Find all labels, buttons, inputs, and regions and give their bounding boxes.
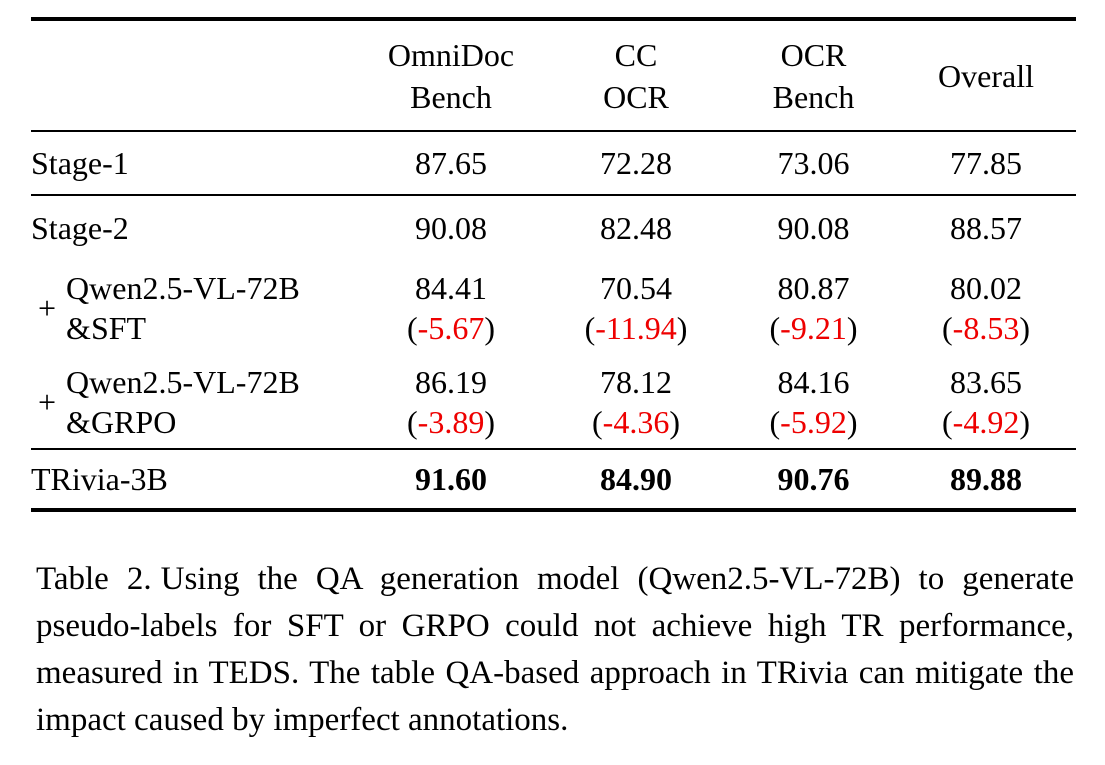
delta-value: -9.21: [780, 310, 847, 346]
column-header-line: Bench: [410, 78, 492, 115]
table-row-trivia: TRivia-3B 91.60 84.90 90.76 89.88: [31, 449, 1076, 510]
score-delta: (-8.53): [896, 308, 1076, 348]
column-header-ocrbench: OCR Bench: [731, 19, 896, 131]
paren-close: ): [1019, 310, 1030, 346]
score-cell-with-delta: 84.41 (-5.67): [361, 261, 541, 355]
score-delta: (-5.92): [731, 402, 896, 442]
row-label-line: &SFT: [66, 310, 147, 346]
score-cell: 82.48: [600, 210, 672, 246]
caption-label: Table 2.: [36, 561, 152, 597]
score-cell: 73.06: [777, 144, 850, 181]
delta-value: -11.94: [595, 310, 677, 346]
paren-close: ): [846, 310, 858, 346]
score-cell: 87.65: [415, 144, 487, 181]
score-cell-bold: 84.90: [600, 460, 672, 497]
score-delta: (-5.67): [361, 308, 541, 348]
paren-close: ): [484, 310, 495, 346]
score-value: 78.12: [600, 363, 672, 400]
delta-value: -4.92: [952, 403, 1020, 440]
column-header-line: CC: [614, 36, 658, 73]
score-cell: 88.57: [950, 210, 1022, 246]
score-cell-with-delta: 78.12 (-4.36): [541, 355, 731, 449]
column-header-line: Overall: [938, 57, 1034, 94]
score-cell-bold: 89.88: [950, 460, 1022, 497]
row-label-line: Qwen2.5-VL-72B: [66, 270, 300, 306]
results-table: OmniDoc Bench CC OCR OCR Bench Overall S…: [31, 17, 1076, 512]
delta-value: -5.67: [417, 310, 485, 346]
paren-close: ): [1019, 403, 1030, 440]
score-cell-bold: 90.76: [777, 460, 850, 497]
delta-value: -8.53: [952, 310, 1020, 346]
header-empty-cell: [31, 19, 361, 131]
score-delta: (-9.21): [731, 308, 896, 348]
column-header-overall: Overall: [896, 19, 1076, 131]
score-value: 84.16: [777, 363, 850, 400]
paren-open: (: [592, 403, 603, 440]
paren-open: (: [407, 310, 418, 346]
table-caption: Table 2. Using the QA generation model (Q…: [36, 556, 1074, 744]
table-row-stage2: Stage-2 90.08 82.48 90.08 88.57: [31, 195, 1076, 261]
column-header-line: Bench: [772, 78, 855, 115]
score-cell: 90.08: [777, 210, 850, 246]
score-value: 84.41: [415, 270, 487, 306]
score-cell-with-delta: 83.65 (-4.92): [896, 355, 1076, 449]
score-delta: (-4.92): [896, 402, 1076, 442]
score-value: 70.54: [600, 270, 672, 306]
column-header-line: OCR: [603, 78, 669, 115]
score-cell-with-delta: 84.16 (-5.92): [731, 355, 896, 449]
column-header-ccocr: CC OCR: [541, 19, 731, 131]
row-label: Stage-1: [31, 144, 129, 181]
score-delta: (-3.89): [361, 402, 541, 442]
paren-open: (: [942, 310, 953, 346]
score-value: 80.02: [950, 270, 1022, 306]
score-cell-with-delta: 70.54 (-11.94): [541, 261, 731, 355]
score-cell: 72.28: [600, 144, 672, 181]
score-cell: 90.08: [415, 210, 487, 246]
score-delta: (-4.36): [541, 402, 731, 442]
row-label-qwen-grpo: + Qwen2.5-VL-72B &GRPO: [31, 355, 361, 449]
paren-close: ): [484, 403, 495, 440]
plus-prefix: +: [38, 383, 57, 420]
score-delta: (-11.94): [541, 308, 731, 348]
table-row-qwen-grpo: + Qwen2.5-VL-72B &GRPO 86.19 (-3.89) 78.…: [31, 355, 1076, 449]
row-label: TRivia-3B: [31, 460, 168, 497]
paren-open: (: [407, 403, 418, 440]
score-value: 83.65: [950, 363, 1022, 400]
table-header-row: OmniDoc Bench CC OCR OCR Bench Overall: [31, 19, 1076, 131]
score-cell-with-delta: 80.02 (-8.53): [896, 261, 1076, 355]
score-cell-bold: 91.60: [415, 460, 487, 497]
score-cell: 77.85: [950, 144, 1022, 181]
score-cell-with-delta: 80.87 (-9.21): [731, 261, 896, 355]
delta-value: -5.92: [780, 403, 847, 440]
delta-value: -4.36: [602, 403, 670, 440]
table-row-stage1: Stage-1 87.65 72.28 73.06 77.85: [31, 131, 1076, 195]
row-label-qwen-sft: + Qwen2.5-VL-72B &SFT: [31, 261, 361, 355]
column-header-omnidocbench: OmniDoc Bench: [361, 19, 541, 131]
results-table-wrap: OmniDoc Bench CC OCR OCR Bench Overall S…: [31, 17, 1076, 512]
paren-open: (: [942, 403, 953, 440]
column-header-line: OmniDoc: [387, 36, 515, 73]
paren-open: (: [769, 310, 781, 346]
paren-close: ): [676, 310, 688, 346]
table-row-qwen-sft: + Qwen2.5-VL-72B &SFT 84.41 (-5.67) 70.5…: [31, 261, 1076, 355]
score-value: 80.87: [777, 270, 850, 306]
score-cell-with-delta: 86.19 (-3.89): [361, 355, 541, 449]
paren-open: (: [769, 403, 781, 440]
column-header-line: OCR: [780, 36, 847, 73]
delta-value: -3.89: [417, 403, 485, 440]
plus-prefix: +: [38, 290, 57, 326]
score-value: 86.19: [415, 363, 487, 400]
row-label-line: &GRPO: [66, 403, 177, 440]
paren-open: (: [584, 310, 596, 346]
caption-text: Using the QA generation model (Qwen2.5-V…: [36, 561, 1074, 738]
row-label-line: Qwen2.5-VL-72B: [66, 363, 300, 400]
paren-close: ): [846, 403, 858, 440]
row-label: Stage-2: [31, 210, 129, 246]
paren-close: ): [669, 403, 680, 440]
